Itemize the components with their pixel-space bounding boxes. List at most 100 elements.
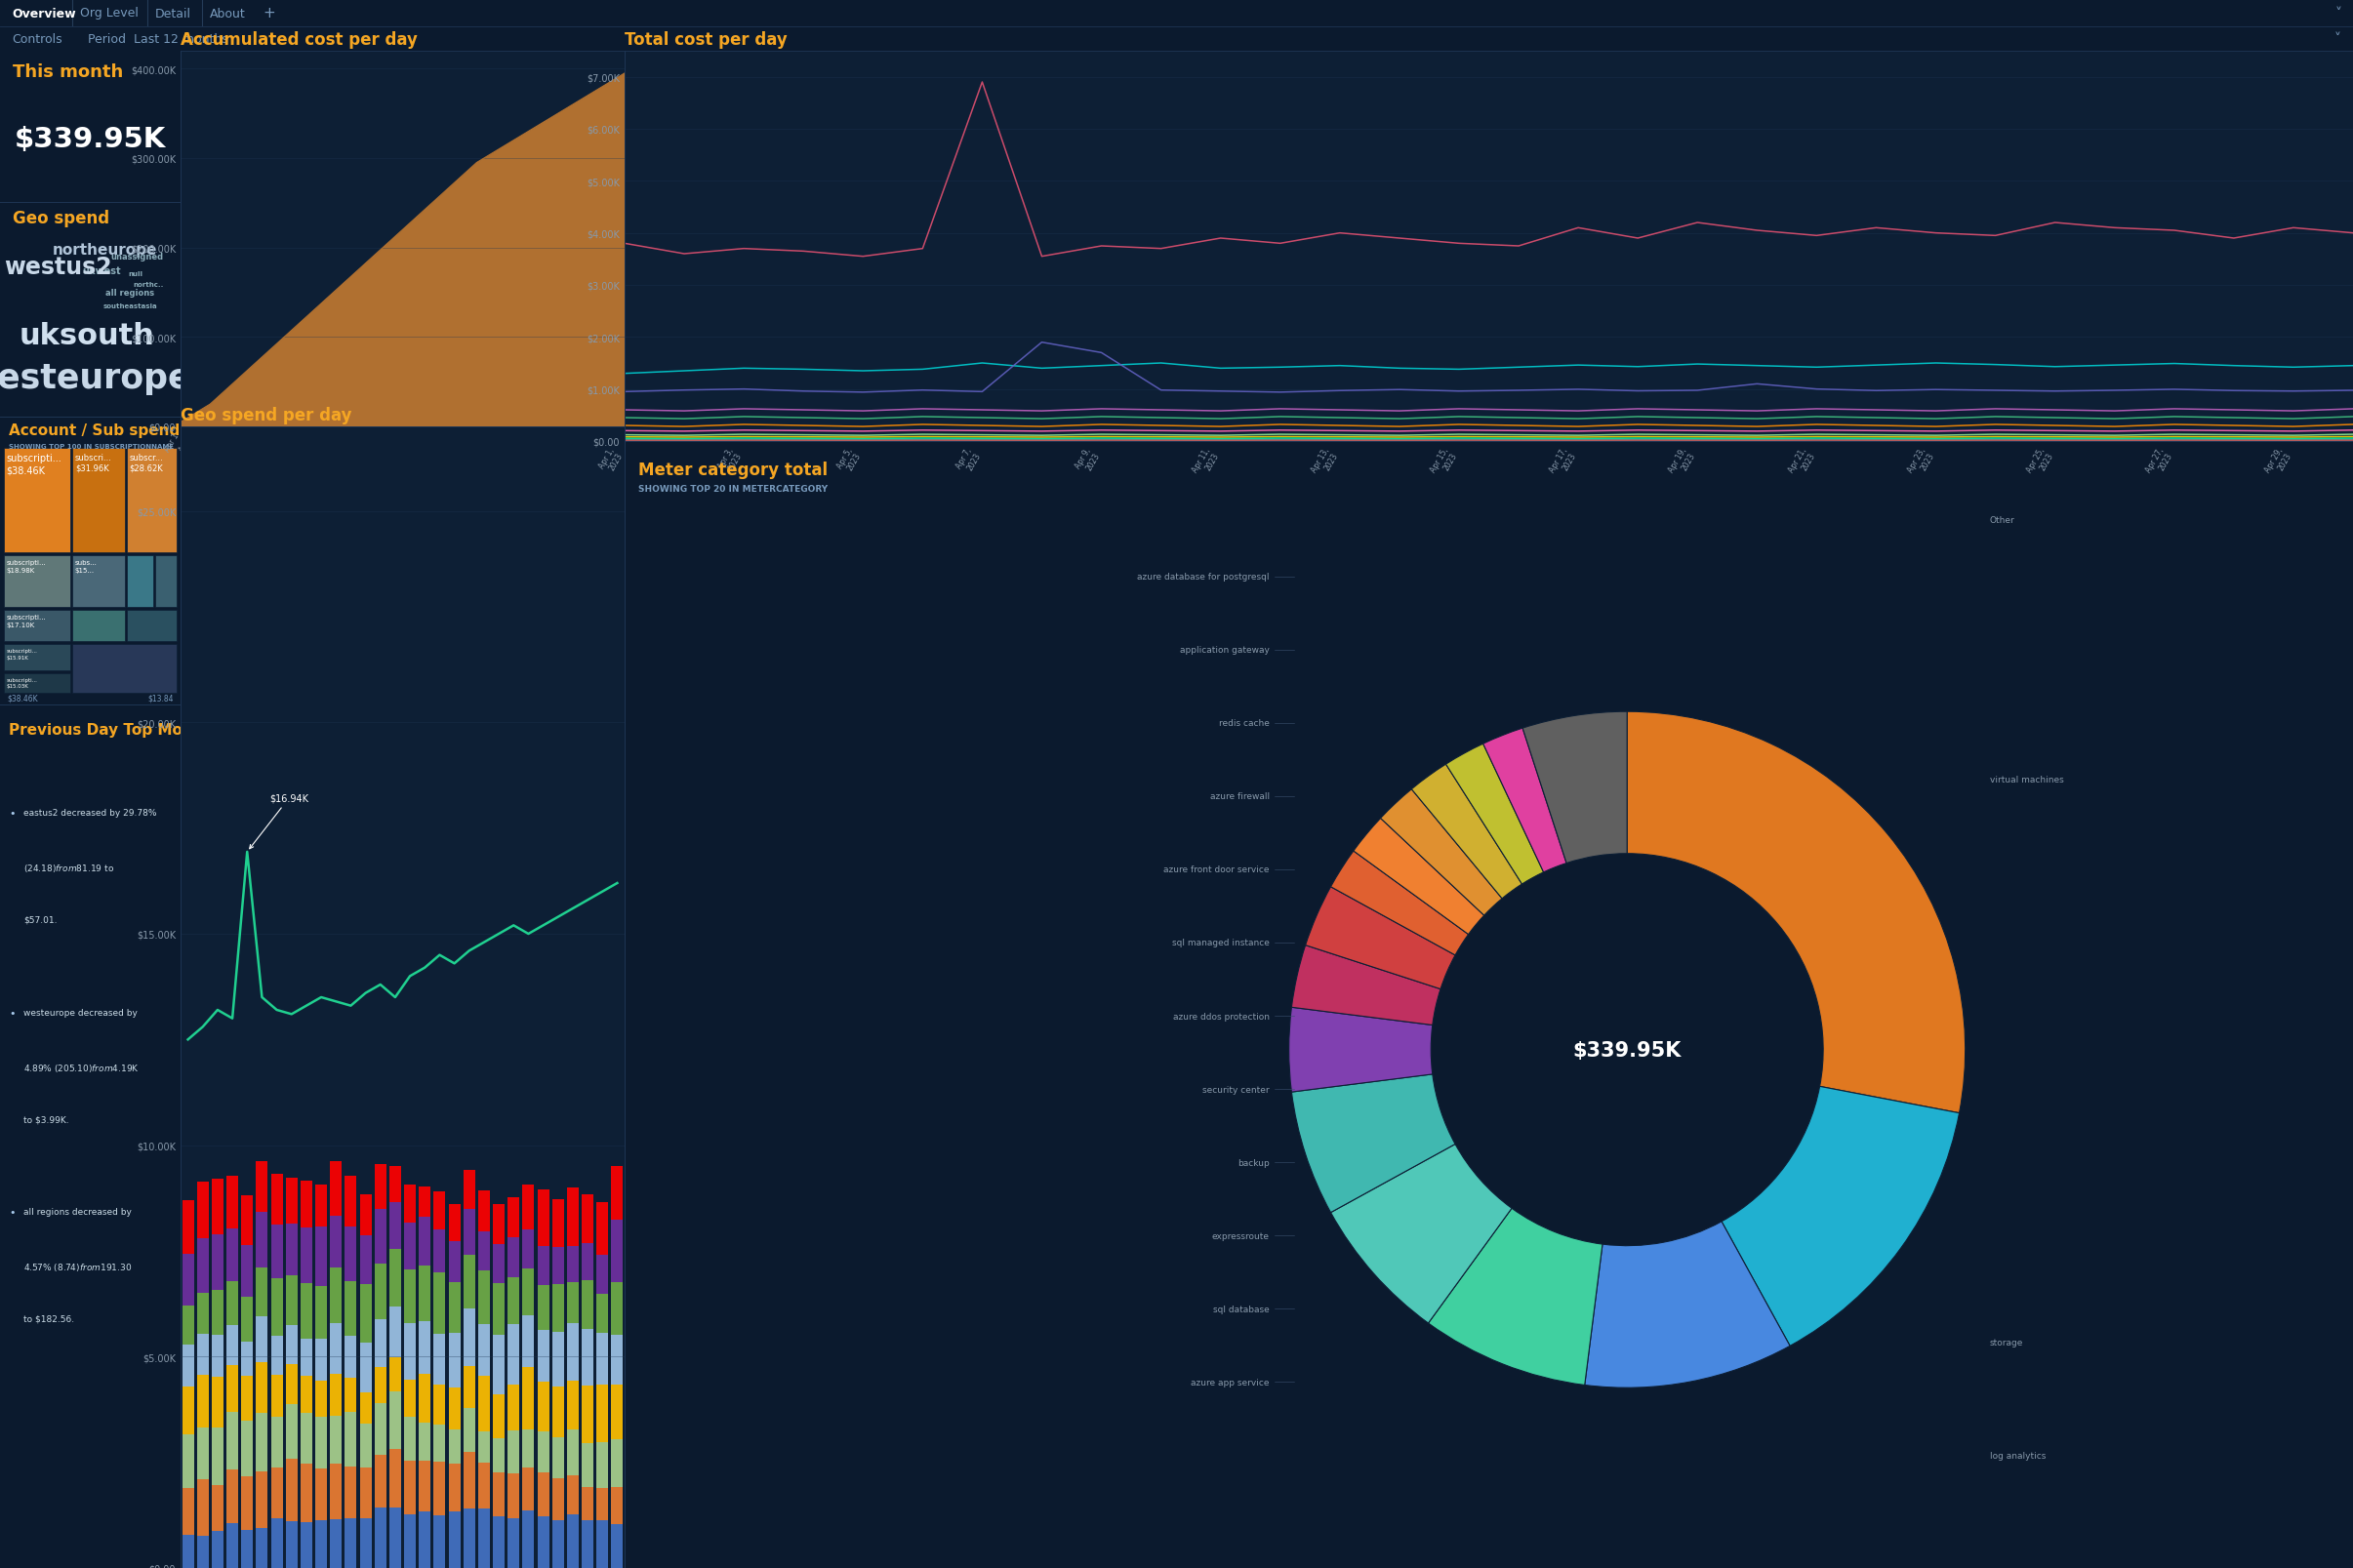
Bar bbox=[374, 1163, 386, 1209]
Bar bbox=[181, 1386, 193, 1435]
Bar bbox=[226, 1366, 238, 1411]
Bar bbox=[508, 1196, 520, 1237]
Bar bbox=[536, 1190, 548, 1247]
FancyBboxPatch shape bbox=[5, 448, 71, 552]
FancyBboxPatch shape bbox=[127, 610, 176, 641]
Bar bbox=[388, 1358, 400, 1392]
Bar bbox=[301, 1413, 313, 1463]
Bar bbox=[212, 1179, 224, 1234]
Bar bbox=[567, 1189, 579, 1247]
Bar bbox=[433, 1229, 445, 1272]
Bar bbox=[595, 1385, 609, 1443]
Text: •: • bbox=[9, 809, 16, 818]
Bar bbox=[581, 1243, 593, 1281]
Bar bbox=[212, 1377, 224, 1427]
Bar bbox=[388, 1167, 400, 1203]
Bar bbox=[315, 1521, 327, 1568]
Text: ($24.18) from $81.19 to: ($24.18) from $81.19 to bbox=[24, 862, 115, 873]
Text: storage: storage bbox=[1991, 1339, 2024, 1347]
Bar bbox=[492, 1245, 504, 1283]
Bar bbox=[242, 1297, 254, 1342]
Text: Geo spend per day: Geo spend per day bbox=[181, 406, 353, 425]
Bar bbox=[536, 1516, 548, 1568]
Text: northeurope: northeurope bbox=[52, 243, 158, 257]
Bar bbox=[419, 1512, 431, 1568]
Bar bbox=[595, 1254, 609, 1294]
Bar bbox=[478, 1377, 489, 1432]
Bar bbox=[242, 1375, 254, 1421]
Bar bbox=[242, 1530, 254, 1568]
Bar bbox=[595, 1521, 609, 1568]
Bar bbox=[595, 1488, 609, 1521]
Text: $13.84: $13.84 bbox=[148, 693, 174, 702]
Text: Account / Sub spend: Account / Sub spend bbox=[9, 423, 181, 437]
Bar bbox=[553, 1200, 565, 1248]
Text: northc..: northc.. bbox=[132, 281, 162, 287]
Text: sql managed instance: sql managed instance bbox=[1172, 939, 1268, 947]
Bar bbox=[329, 1269, 341, 1323]
Bar bbox=[256, 1267, 268, 1317]
Bar bbox=[315, 1184, 327, 1226]
Bar bbox=[360, 1468, 372, 1519]
Text: azure database for postgresql: azure database for postgresql bbox=[1136, 572, 1268, 582]
Bar bbox=[271, 1417, 282, 1468]
Bar bbox=[212, 1334, 224, 1377]
Text: •: • bbox=[9, 1207, 16, 1217]
Bar bbox=[360, 1284, 372, 1342]
Bar bbox=[242, 1421, 254, 1477]
Bar bbox=[242, 1245, 254, 1297]
Bar bbox=[256, 1212, 268, 1267]
Bar bbox=[256, 1413, 268, 1472]
Bar bbox=[388, 1306, 400, 1358]
Bar bbox=[581, 1444, 593, 1486]
Bar bbox=[553, 1331, 565, 1388]
Bar bbox=[212, 1290, 224, 1334]
Text: Detail: Detail bbox=[155, 8, 191, 20]
Bar bbox=[301, 1377, 313, 1413]
Bar bbox=[360, 1342, 372, 1392]
Bar bbox=[567, 1247, 579, 1283]
Wedge shape bbox=[1626, 712, 1965, 1113]
Text: all regions: all regions bbox=[106, 289, 155, 298]
Bar bbox=[581, 1486, 593, 1521]
Bar bbox=[595, 1443, 609, 1488]
Bar bbox=[612, 1336, 624, 1385]
Text: expressroute: expressroute bbox=[1212, 1231, 1268, 1240]
Bar bbox=[226, 1325, 238, 1366]
Bar bbox=[612, 1220, 624, 1283]
Bar bbox=[595, 1333, 609, 1385]
Text: Org Level: Org Level bbox=[80, 8, 139, 20]
Bar bbox=[522, 1229, 534, 1269]
Bar bbox=[553, 1388, 565, 1438]
Bar bbox=[433, 1272, 445, 1334]
Text: southeastasia: southeastasia bbox=[104, 303, 158, 309]
Bar bbox=[388, 1508, 400, 1568]
Bar bbox=[301, 1339, 313, 1377]
Bar bbox=[256, 1472, 268, 1529]
Text: $339.95K: $339.95K bbox=[1572, 1040, 1682, 1060]
Bar bbox=[478, 1190, 489, 1231]
Bar bbox=[346, 1378, 358, 1413]
Bar bbox=[374, 1455, 386, 1507]
Text: $339.95K: $339.95K bbox=[14, 125, 167, 154]
Bar bbox=[449, 1204, 461, 1242]
Bar bbox=[360, 1519, 372, 1568]
FancyBboxPatch shape bbox=[73, 644, 176, 693]
Bar bbox=[536, 1472, 548, 1516]
Bar bbox=[226, 1411, 238, 1469]
Text: $57.01.: $57.01. bbox=[24, 916, 56, 925]
Text: $16.94K: $16.94K bbox=[249, 793, 308, 850]
Text: $38.46K: $38.46K bbox=[7, 693, 38, 702]
Bar bbox=[181, 1435, 193, 1488]
Bar bbox=[464, 1308, 475, 1366]
Bar bbox=[464, 1508, 475, 1568]
Bar bbox=[595, 1294, 609, 1333]
Text: all regions decreased by: all regions decreased by bbox=[24, 1207, 132, 1217]
Bar bbox=[419, 1374, 431, 1422]
FancyBboxPatch shape bbox=[73, 448, 125, 552]
Text: Meter category total: Meter category total bbox=[638, 461, 828, 478]
Bar bbox=[346, 1226, 358, 1281]
Bar bbox=[405, 1323, 416, 1380]
Wedge shape bbox=[1353, 818, 1485, 935]
Bar bbox=[315, 1286, 327, 1339]
